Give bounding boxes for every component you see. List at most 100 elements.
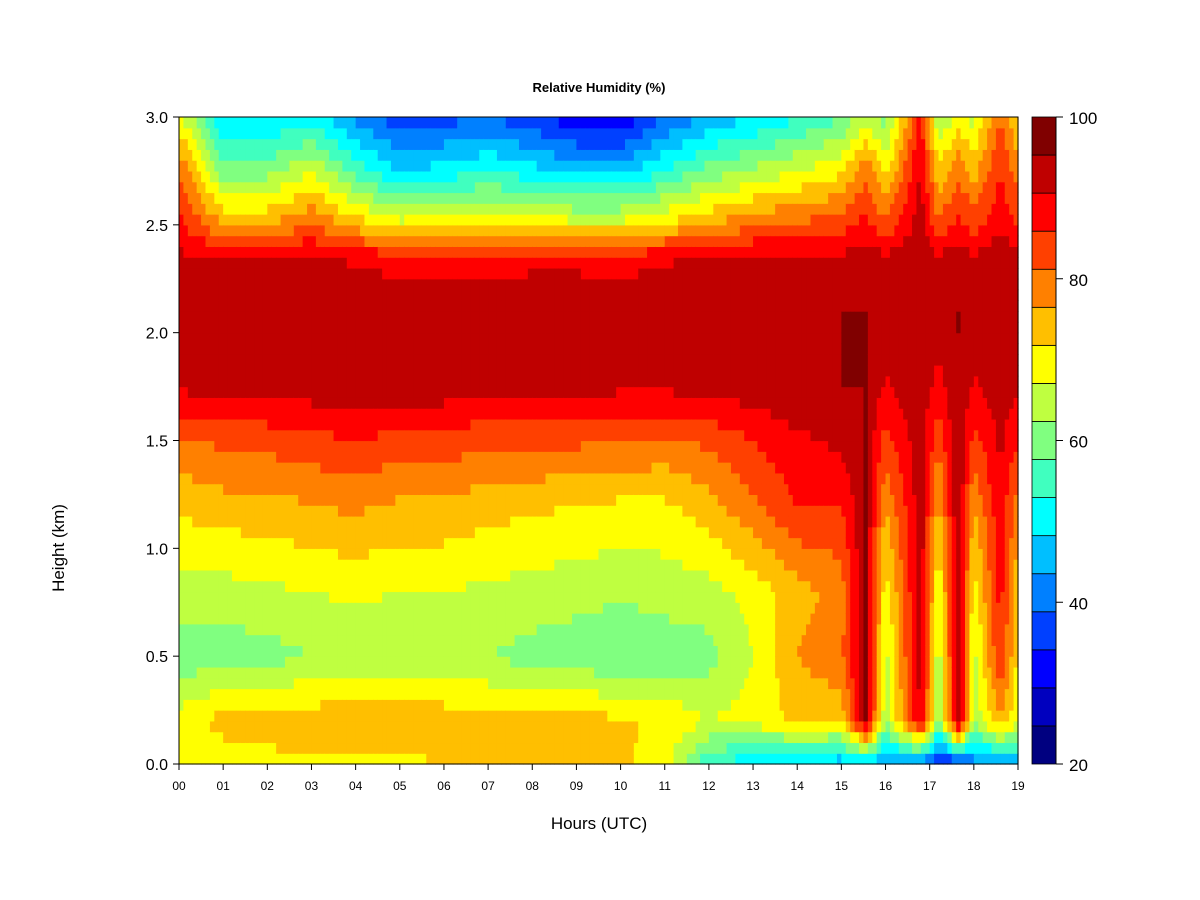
heatmap-cell (240, 602, 246, 614)
heatmap-cell (187, 429, 193, 442)
heatmap-cell (364, 753, 370, 765)
heatmap-cell (390, 300, 396, 312)
heatmap-cell (373, 278, 379, 291)
heatmap-cell (324, 742, 330, 754)
heatmap-cell (201, 699, 207, 711)
heatmap-cell (536, 246, 542, 258)
heatmap-cell (452, 634, 458, 646)
heatmap-cell (192, 710, 198, 722)
heatmap-cell (448, 235, 454, 247)
heatmap-cell (218, 451, 224, 463)
heatmap-cell (536, 505, 542, 517)
heatmap-cell (527, 386, 533, 398)
heatmap-cell (329, 656, 335, 668)
heatmap-cell (360, 386, 366, 398)
heatmap-cell (311, 397, 317, 409)
heatmap-cell (183, 300, 189, 312)
heatmap-cell (355, 720, 361, 733)
heatmap-cell (245, 580, 251, 593)
heatmap-cell (443, 375, 449, 388)
heatmap-cell (209, 677, 215, 690)
heatmap-cell (209, 408, 215, 420)
heatmap-cell (351, 613, 357, 625)
heatmap-cell (527, 699, 533, 711)
heatmap-cell (324, 300, 330, 312)
heatmap-cell (514, 246, 520, 258)
heatmap-cell (214, 117, 220, 129)
heatmap-cell (457, 386, 463, 398)
heatmap-cell (430, 429, 436, 442)
heatmap-cell (209, 440, 215, 452)
heatmap-cell (364, 462, 370, 474)
heatmap-cell (532, 440, 538, 452)
heatmap-cell (346, 656, 352, 668)
heatmap-cell (298, 203, 304, 215)
heatmap-cell (426, 192, 432, 204)
heatmap-cell (307, 365, 313, 377)
heatmap-cell (452, 710, 458, 722)
heatmap-cell (417, 170, 423, 183)
heatmap-cell (413, 623, 419, 636)
heatmap-cell (448, 214, 454, 226)
heatmap-cell (262, 526, 268, 539)
heatmap-cell (430, 375, 436, 388)
heatmap-cell (289, 289, 295, 301)
heatmap-cell (541, 548, 547, 560)
heatmap-cell (527, 289, 533, 301)
heatmap-cell (209, 311, 215, 323)
heatmap-cell (231, 688, 238, 700)
heatmap-cell (209, 483, 215, 496)
heatmap-cell (240, 375, 246, 388)
heatmap-cell (466, 224, 472, 237)
heatmap-cell (421, 666, 427, 679)
heatmap-cell (320, 160, 326, 172)
heatmap-cell (421, 720, 427, 733)
heatmap-cell (505, 181, 511, 194)
heatmap-cell (510, 127, 516, 140)
heatmap-cell (373, 602, 379, 614)
heatmap-cell (395, 397, 401, 409)
heatmap-cell (421, 311, 427, 323)
heatmap-cell (457, 613, 463, 625)
heatmap-cell (382, 365, 388, 377)
heatmap-cell (284, 440, 290, 452)
heatmap-cell (289, 613, 295, 625)
heatmap-cell (333, 602, 339, 614)
heatmap-cell (474, 720, 480, 733)
heatmap-cell (408, 343, 414, 355)
heatmap-cell (360, 483, 366, 496)
heatmap-cell (333, 257, 339, 269)
heatmap-cell (214, 677, 220, 690)
heatmap-cell (390, 440, 396, 452)
heatmap-cell (510, 138, 516, 150)
heatmap-cell (302, 289, 308, 301)
heatmap-cell (435, 440, 441, 452)
heatmap-cell (541, 289, 547, 301)
heatmap-cell (289, 462, 295, 474)
heatmap-cell (293, 181, 299, 194)
heatmap-cell (474, 332, 480, 345)
heatmap-cell (505, 602, 511, 614)
heatmap-cell (483, 569, 489, 582)
heatmap-cell (496, 440, 502, 452)
heatmap-cell (240, 127, 246, 140)
heatmap-cell (514, 235, 520, 247)
heatmap-cell (240, 699, 246, 711)
heatmap-cell (404, 418, 410, 431)
heatmap-cell (201, 429, 207, 442)
heatmap-cell (386, 332, 392, 345)
heatmap-cell (315, 375, 321, 388)
heatmap-cell (430, 494, 436, 506)
heatmap-cell (479, 742, 485, 754)
heatmap-cell (205, 548, 211, 560)
heatmap-cell (514, 710, 520, 722)
heatmap-cell (501, 634, 507, 646)
heatmap-cell (329, 580, 335, 593)
heatmap-cell (289, 203, 295, 215)
heatmap-cell (351, 753, 357, 765)
heatmap-cell (187, 645, 193, 657)
heatmap-cell (408, 688, 414, 700)
heatmap-cell (417, 710, 423, 722)
heatmap-cell (523, 397, 529, 409)
heatmap-cell (457, 181, 463, 194)
